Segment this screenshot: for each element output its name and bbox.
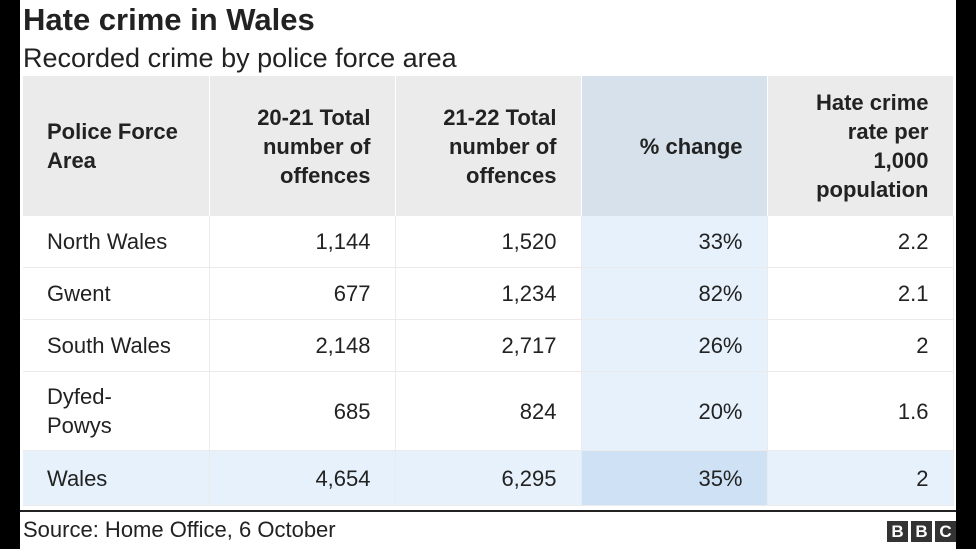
chart-frame: Hate crime in Wales Recorded crime by po… bbox=[20, 0, 956, 549]
table-cell-20-21: 4,654 bbox=[209, 450, 396, 506]
column-header-21-22-offences: 21-22 Total number of offences bbox=[395, 76, 582, 216]
table-cell-rate: 2 bbox=[767, 319, 954, 372]
table-row-dyfed-powys: Dyfed-Powys 685 824 20% 1.6 bbox=[23, 371, 954, 451]
table-cell-percent-change: 26% bbox=[581, 319, 768, 372]
table-cell-21-22: 2,717 bbox=[395, 319, 582, 372]
table-cell-rate: 1.6 bbox=[767, 371, 954, 451]
table-cell-20-21: 1,144 bbox=[209, 216, 396, 268]
table-row-wales-total: Wales 4,654 6,295 35% 2 bbox=[23, 450, 954, 506]
table-cell-percent-change: 35% bbox=[581, 450, 768, 506]
table-cell-rate: 2.1 bbox=[767, 267, 954, 320]
table-cell-area: Wales bbox=[23, 450, 210, 506]
table-cell-percent-change: 20% bbox=[581, 371, 768, 451]
table-cell-area: Dyfed-Powys bbox=[23, 371, 210, 451]
table-row-south-wales: South Wales 2,148 2,717 26% 2 bbox=[23, 319, 954, 372]
table-cell-percent-change: 82% bbox=[581, 267, 768, 320]
hate-crime-table: Police Force Area 20-21 Total number of … bbox=[23, 76, 954, 506]
source-note: Source: Home Office, 6 October bbox=[23, 517, 336, 542]
table-cell-area: Gwent bbox=[23, 267, 210, 320]
chart-title: Hate crime in Wales bbox=[23, 2, 315, 37]
table-cell-21-22: 1,520 bbox=[395, 216, 582, 268]
table-cell-rate: 2.2 bbox=[767, 216, 954, 268]
column-header-rate-per-1000: Hate crime rate per 1,000 population bbox=[767, 76, 954, 216]
chart-subtitle: Recorded crime by police force area bbox=[23, 43, 457, 73]
table-cell-percent-change: 33% bbox=[581, 216, 768, 268]
table-cell-21-22: 824 bbox=[395, 371, 582, 451]
column-header-20-21-offences: 20-21 Total number of offences bbox=[209, 76, 396, 216]
bbc-logo-letter: B bbox=[887, 521, 908, 542]
footer-divider bbox=[20, 510, 956, 512]
table-row-north-wales: North Wales 1,144 1,520 33% 2.2 bbox=[23, 216, 954, 268]
table-cell-20-21: 685 bbox=[209, 371, 396, 451]
table-row-gwent: Gwent 677 1,234 82% 2.1 bbox=[23, 267, 954, 320]
table-cell-20-21: 2,148 bbox=[209, 319, 396, 372]
column-header-percent-change: % change bbox=[581, 76, 768, 216]
column-header-police-force-area: Police Force Area bbox=[23, 76, 210, 216]
table-cell-area: South Wales bbox=[23, 319, 210, 372]
bbc-logo-letter: C bbox=[935, 521, 956, 542]
table-cell-21-22: 1,234 bbox=[395, 267, 582, 320]
table-header-row: Police Force Area 20-21 Total number of … bbox=[23, 76, 954, 216]
bbc-logo-letter: B bbox=[911, 521, 932, 542]
table-cell-20-21: 677 bbox=[209, 267, 396, 320]
table-cell-21-22: 6,295 bbox=[395, 450, 582, 506]
table-cell-area: North Wales bbox=[23, 216, 210, 268]
bbc-logo: B B C bbox=[887, 521, 956, 542]
table-cell-rate: 2 bbox=[767, 450, 954, 506]
